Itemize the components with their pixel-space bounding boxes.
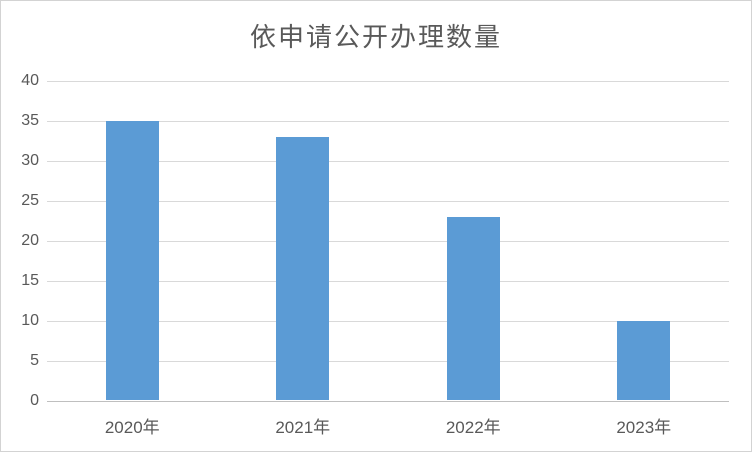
y-axis-tick-label: 35 bbox=[21, 112, 39, 129]
y-axis-tick-label: 0 bbox=[30, 392, 39, 409]
gridline bbox=[47, 241, 729, 242]
x-axis-line bbox=[47, 401, 729, 402]
gridline bbox=[47, 81, 729, 82]
gridline bbox=[47, 161, 729, 162]
gridline bbox=[47, 121, 729, 122]
x-axis-category-label: 2023年 bbox=[616, 418, 672, 437]
bar-2021年 bbox=[276, 137, 330, 400]
y-axis-tick-label: 25 bbox=[21, 192, 39, 209]
gridline bbox=[47, 201, 729, 202]
bar-2023年 bbox=[617, 321, 671, 400]
y-axis-tick-label: 20 bbox=[21, 232, 39, 249]
y-axis-tick-label: 5 bbox=[30, 352, 39, 369]
x-axis-category-label: 2021年 bbox=[275, 418, 331, 437]
x-axis-category-label: 2022年 bbox=[445, 418, 501, 437]
y-axis-tick-label: 40 bbox=[21, 72, 39, 89]
gridline bbox=[47, 281, 729, 282]
gridline bbox=[47, 361, 729, 362]
chart-title: 依申请公开办理数量 bbox=[249, 23, 502, 52]
y-axis-tick-label: 10 bbox=[21, 312, 39, 329]
bar-2022年 bbox=[446, 217, 500, 400]
y-axis-tick-label: 15 bbox=[21, 272, 39, 289]
gridline bbox=[47, 321, 729, 322]
plot-area bbox=[47, 81, 729, 402]
bar-2020年 bbox=[105, 121, 159, 400]
x-axis-category-label: 2020年 bbox=[104, 418, 160, 437]
y-axis-tick-label: 30 bbox=[21, 152, 39, 169]
